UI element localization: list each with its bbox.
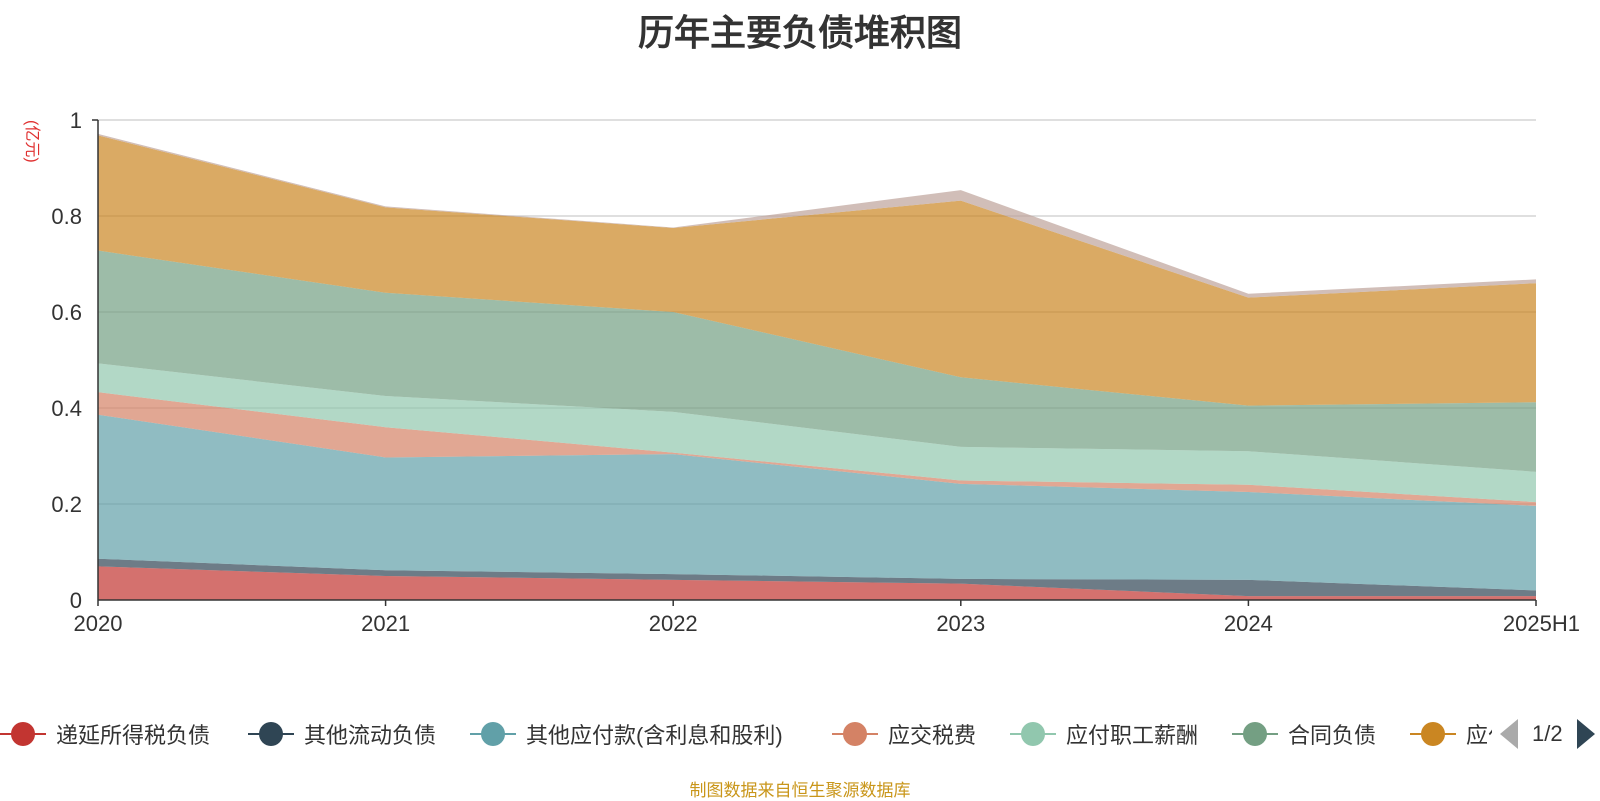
- y-tick-label: 0.2: [51, 492, 82, 517]
- legend-item-1[interactable]: 递延所得税负债: [0, 714, 210, 754]
- legend-marker-icon: [1010, 721, 1056, 747]
- x-tick-label: 2022: [649, 611, 698, 636]
- legend-item-3[interactable]: 其他应付款(含利息和股利): [470, 714, 783, 754]
- legend-next-page-icon[interactable]: [1576, 719, 1595, 749]
- legend-marker-icon: [1232, 721, 1278, 747]
- y-tick-label: 0.6: [51, 300, 82, 325]
- legend-label: 递延所得税负债: [56, 723, 211, 748]
- y-tick-label: 0.4: [51, 396, 82, 421]
- x-tick-label: 2021: [361, 611, 410, 636]
- legend-item-4[interactable]: 应交税费: [832, 714, 976, 754]
- y-tick-label: 1: [70, 108, 82, 133]
- y-tick-label: 0: [70, 588, 82, 613]
- legend-marker-icon: [1410, 721, 1456, 747]
- stacked-area-chart: 0 0.2 0.4 0.6 0.8 1 2020 2021 2022 2023 2024 2025H1: [51, 108, 1580, 636]
- area-series-2: [98, 558, 1536, 597]
- data-source-note: 制图数据来自恒生聚源数据库: [689, 781, 911, 800]
- legend-marker-icon: [248, 721, 294, 747]
- area-series-5: [98, 363, 1536, 503]
- legend-marker-icon: [832, 721, 878, 747]
- legend-pager: 1/2: [1500, 714, 1595, 754]
- legend-prev-page-icon[interactable]: [1500, 719, 1518, 749]
- legend-item-6[interactable]: 合同负债: [1232, 714, 1376, 754]
- area-series-7: [98, 135, 1536, 406]
- chart-title: 历年主要负债堆积图: [637, 12, 962, 53]
- legend-item-7[interactable]: 应付账款: [1410, 714, 1492, 754]
- legend-item-2[interactable]: 其他流动负债: [248, 714, 436, 754]
- x-tick-label: 2025H1: [1503, 611, 1580, 636]
- area-series-4: [98, 392, 1536, 506]
- area-series-3: [98, 414, 1536, 591]
- axes: 0 0.2 0.4 0.6 0.8 1 2020 2021 2022 2023 2024 2025H1: [51, 108, 1580, 636]
- legend-label: 其他流动负债: [304, 723, 437, 748]
- legend-item-5[interactable]: 应付职工薪酬: [1010, 714, 1198, 754]
- y-tick-label: 0.8: [51, 204, 82, 229]
- x-tick-label: 2020: [74, 611, 123, 636]
- legend-label: 应交税费: [888, 723, 977, 748]
- area-series: [98, 133, 1536, 600]
- legend-label: 合同负债: [1288, 723, 1377, 748]
- area-series-1: [98, 566, 1536, 600]
- legend-label: 应付职工薪酬: [1066, 723, 1199, 748]
- legend-marker-icon: [470, 721, 516, 747]
- legend-marker-icon: [0, 721, 46, 747]
- legend: 递延所得税负债 其他流动负债 其他应付款(含利息和股利) 应交税费 应付职工薪酬 合同负债…: [0, 714, 1492, 754]
- legend-label: 其他应付款(含利息和股利): [526, 723, 783, 748]
- area-series-6: [98, 250, 1536, 472]
- x-tick-label: 2024: [1224, 611, 1273, 636]
- legend-page-indicator: 1/2: [1532, 721, 1563, 746]
- legend-label: 应付账款: [1466, 723, 1492, 748]
- x-tick-label: 2023: [936, 611, 985, 636]
